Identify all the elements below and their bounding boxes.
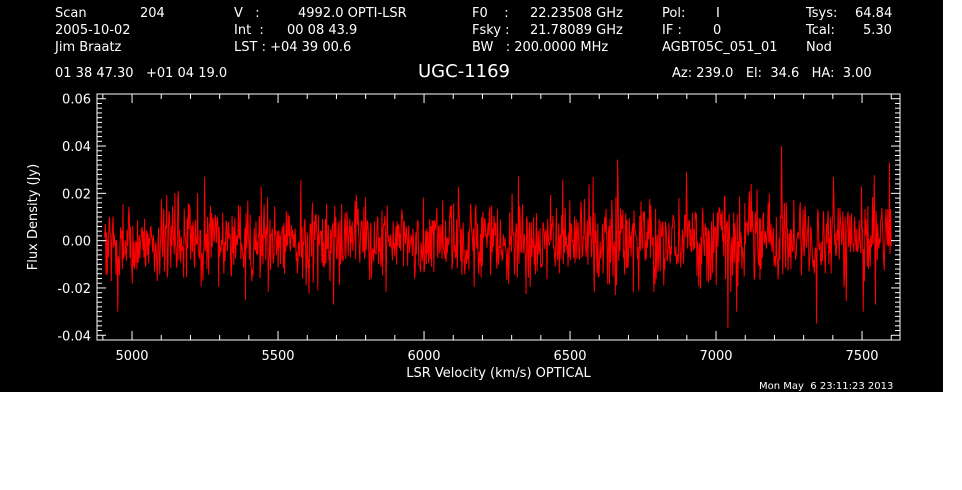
int-label: Int :	[234, 23, 264, 38]
x-tick-label: 7500	[845, 349, 878, 364]
date-label: 2005-10-02	[55, 23, 131, 38]
az-el-ha: Az: 239.0 El: 34.6 HA: 3.00	[672, 66, 872, 81]
coordinates: 01 38 47.30 +01 04 19.0	[55, 66, 228, 81]
f0-value: 22.23508 GHz	[530, 6, 623, 21]
pol-label: Pol:	[662, 6, 686, 21]
tcal-value: 5.30	[863, 23, 892, 38]
if-value: 0	[713, 23, 722, 38]
observer-label: Jim Braatz	[55, 40, 122, 55]
plot-window: Scan 204 2005-10-02 Jim Braatz V : 4992.…	[0, 0, 943, 392]
velocity-value: 4992.0 OPTI-LSR	[298, 6, 407, 21]
f0-label: F0 :	[472, 6, 509, 21]
source-name: UGC-1169	[418, 61, 510, 82]
y-tick-label: -0.02	[57, 282, 91, 297]
x-axis-label: LSR Velocity (km/s) OPTICAL	[406, 366, 591, 381]
spectrum-chart: 5000 5500 6000 6500 7000 7500 -0.04 -0.02 0.00 0.…	[26, 93, 901, 381]
scan-value: 204	[140, 6, 165, 21]
if-label: IF :	[662, 23, 682, 38]
x-tick-label: 5000	[115, 349, 148, 364]
fsky-value: 21.78089 GHz	[530, 23, 623, 38]
pol-value: I	[716, 6, 720, 21]
tsys-value: 64.84	[855, 6, 893, 21]
tsys-label: Tsys:	[806, 6, 838, 21]
x-tick-label: 6500	[553, 349, 586, 364]
y-tick-label: -0.04	[57, 329, 91, 344]
bw-label: BW : 200.0000 MHz	[472, 40, 609, 55]
project-label: AGBT05C_051_01	[662, 40, 778, 55]
x-tick-label: 6000	[407, 349, 440, 364]
scan-label: Scan	[55, 6, 87, 21]
timestamp: Mon May 6 23:11:23 2013	[759, 381, 894, 392]
tcal-label: Tcal:	[806, 23, 835, 38]
velocity-label: V :	[234, 6, 260, 21]
y-tick-label: 0.06	[62, 93, 91, 108]
y-tick-label: 0.00	[62, 235, 91, 250]
y-axis-label: Flux Density (Jy)	[26, 164, 41, 270]
y-tick-label: 0.04	[62, 140, 91, 155]
mode-label: Nod	[806, 40, 832, 55]
int-value: 00 08 43.9	[287, 23, 358, 38]
y-tick-label: 0.02	[62, 187, 91, 202]
x-tick-label: 5500	[261, 349, 294, 364]
spectrum-trace	[103, 146, 892, 329]
lst-label: LST : +04 39 00.6	[234, 40, 352, 55]
x-tick-label: 7000	[699, 349, 732, 364]
fsky-label: Fsky :	[472, 23, 510, 38]
